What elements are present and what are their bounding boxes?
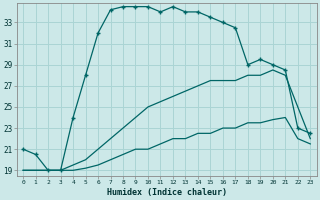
X-axis label: Humidex (Indice chaleur): Humidex (Indice chaleur) (107, 188, 227, 197)
